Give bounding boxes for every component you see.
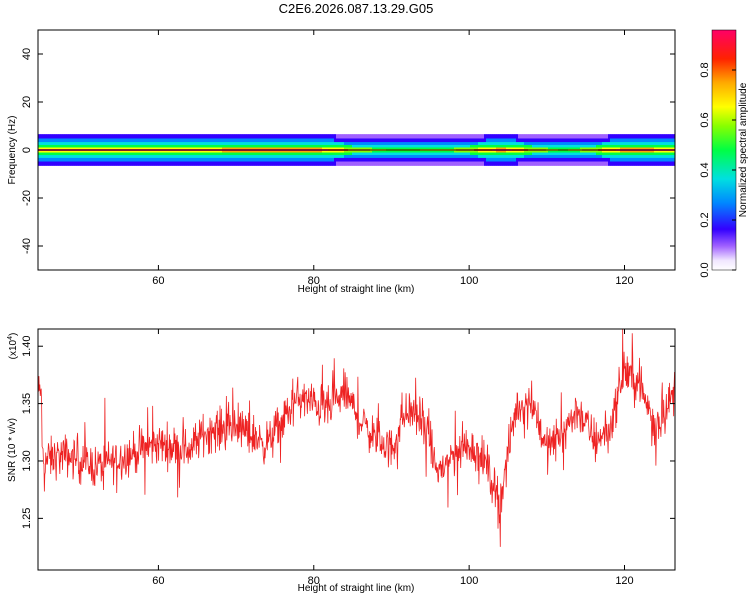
spectrogram-x-tick-label: 60 [152,275,164,287]
snr-y-label: SNR (10 * v/v) [7,418,18,482]
spectrogram-x-ticks: 60 80 100 120 [152,30,634,287]
spectrogram-x-tick-label: 80 [308,275,320,287]
snr-x-tick-label: 60 [152,575,164,587]
snr-x-ticks: 60 80 100 120 [152,329,634,587]
spectrogram-y-tick-label: -20 [21,190,33,206]
spectrogram-panel: 60 80 100 120 40 20 0 -20 -40 Height of straigh… [7,29,676,295]
snr-x-tick-label: 80 [308,575,320,587]
snr-x-tick-label: 100 [460,575,478,587]
snr-frame [37,328,676,571]
colorbar-scale [711,29,737,271]
snr-y-tick-label: 1.40 [21,336,33,357]
colorbar-label: Normalized spectral amplitude [738,82,749,217]
spectrogram-y-ticks: 40 20 0 -20 -40 [21,48,675,254]
colorbar-tick-label: 0.2 [699,212,711,227]
snr-panel: 60 80 100 120 1.40 1.35 1.30 1.25 Height of st… [7,328,676,594]
spectrogram-y-tick-label: 0 [21,147,33,153]
spectrogram-x-label: Height of straight line (km) [298,284,415,295]
snr-x-label: Height of straight line (km) [298,583,415,594]
snr-y-tick-label: 1.35 [21,393,33,414]
snr-series-line [38,329,675,547]
colorbar-ticks: 0.0 0.2 0.4 0.6 0.8 [699,62,736,278]
colorbar-tick-label: 0.4 [699,162,711,177]
snr-multiplier: (x104) [7,333,19,360]
spectrogram-y-tick-label: 20 [21,96,33,108]
colorbar-tick-label: 0.8 [699,62,711,77]
colorbar-tick-label: 0.6 [699,112,711,127]
snr-y-tick-label: 1.25 [21,508,33,529]
spectrogram-x-tick-label: 100 [460,275,478,287]
snr-y-ticks: 1.40 1.35 1.30 1.25 [21,336,675,529]
snr-y-tick-label: 1.30 [21,450,33,471]
colorbar: 0.0 0.2 0.4 0.6 0.8 Normalized spectral ampl… [699,29,749,278]
colorbar-tick-label: 0.0 [699,262,711,277]
spectrogram-x-tick-label: 120 [615,275,633,287]
spectrogram-y-tick-label: -40 [21,238,33,254]
spectrogram-y-tick-label: 40 [21,48,33,60]
figure-title: C2E6.2026.087.13.29.G05 [279,1,434,16]
snr-x-tick-label: 120 [615,575,633,587]
spectral-band [38,134,675,166]
spectrogram-y-label: Frequency (Hz) [7,116,18,185]
